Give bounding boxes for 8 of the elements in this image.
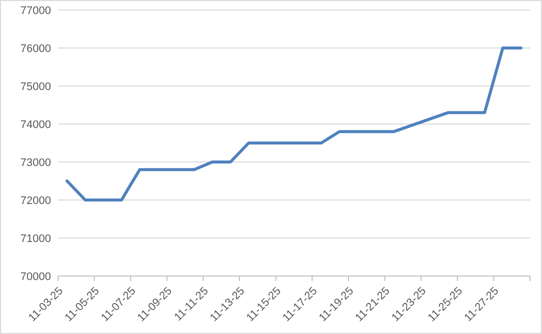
y-tick-label: 76000 bbox=[20, 42, 51, 55]
y-tick-label: 72000 bbox=[20, 194, 51, 207]
y-tick-label: 70000 bbox=[20, 270, 51, 283]
y-tick-label: 73000 bbox=[20, 156, 51, 169]
y-tick-label: 77000 bbox=[20, 4, 51, 17]
y-tick-label: 74000 bbox=[20, 118, 51, 131]
y-tick-label: 75000 bbox=[20, 80, 51, 93]
y-tick-label: 71000 bbox=[20, 232, 51, 245]
